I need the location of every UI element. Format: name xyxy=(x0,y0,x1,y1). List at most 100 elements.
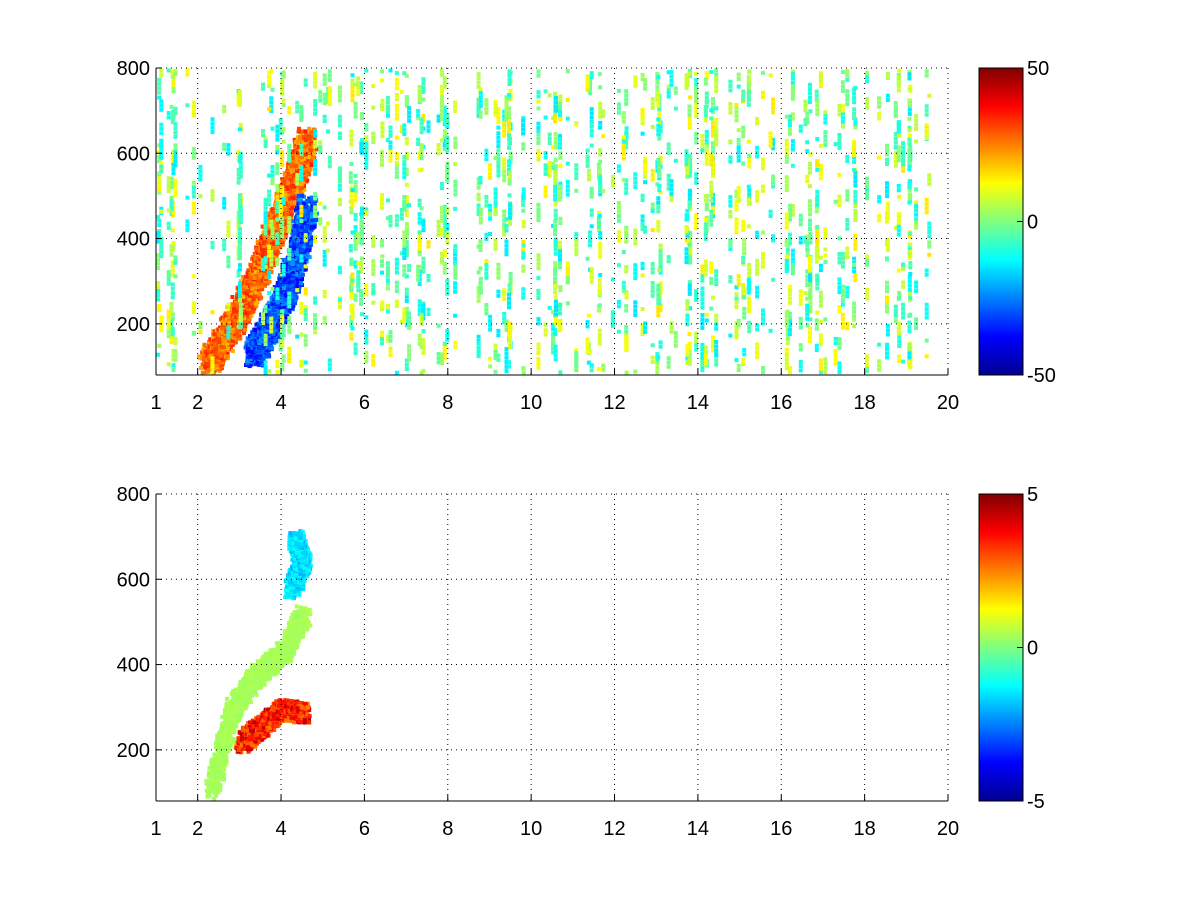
heatmap-cell xyxy=(287,280,292,285)
heatmap-cell xyxy=(241,275,246,279)
heatmap-cell xyxy=(213,350,218,355)
heatmap-cell xyxy=(202,347,207,352)
heatmap-cell xyxy=(225,341,230,346)
heatmap-cell xyxy=(222,352,226,357)
heatmap-cell xyxy=(229,329,233,334)
heatmap-cell xyxy=(233,302,238,307)
heatmap-cell xyxy=(286,283,291,288)
heatmap-cell xyxy=(231,306,236,311)
heatmap-cell xyxy=(252,306,257,311)
heatmap-cell xyxy=(293,163,298,168)
heatmap-cell xyxy=(256,292,261,296)
heatmap-cell xyxy=(246,270,251,275)
heatmap-cell xyxy=(300,185,305,190)
heatmap-cell xyxy=(249,307,254,312)
heatmap-cell xyxy=(219,356,224,361)
heatmap-cell xyxy=(245,306,250,311)
heatmap-cell xyxy=(255,282,260,287)
heatmap-cell xyxy=(248,293,252,298)
heatmap-cell xyxy=(230,295,235,299)
heatmap-cell xyxy=(254,303,259,308)
heatmap-cell xyxy=(258,282,263,287)
heatmap-cell xyxy=(246,319,251,324)
heatmap-cell xyxy=(223,311,228,316)
heatmap-cell xyxy=(218,353,223,358)
heatmap-cell xyxy=(231,335,236,340)
heatmap-cell xyxy=(247,317,252,322)
heatmap-cell xyxy=(221,329,226,334)
heatmap-cell xyxy=(222,326,227,331)
heatmap-cell xyxy=(199,366,203,371)
heatmap-cell xyxy=(208,337,213,342)
heatmap-cells xyxy=(156,68,932,375)
heatmap-cell xyxy=(203,349,208,354)
heatmap-cell xyxy=(211,343,216,348)
heatmap-cell xyxy=(218,366,223,371)
heatmap-cell xyxy=(303,129,308,134)
heatmap-cell xyxy=(225,346,230,351)
heatmap-cell xyxy=(206,362,211,367)
heatmap-cell xyxy=(290,162,294,167)
heatmap-cell xyxy=(221,350,226,355)
heatmap-cell xyxy=(241,294,246,299)
heatmap-cell xyxy=(228,334,233,339)
heatmap-cell xyxy=(250,309,255,314)
heatmap-cell xyxy=(241,318,246,322)
heatmap-cell xyxy=(235,313,240,318)
heatmap-cell xyxy=(207,348,212,353)
heatmap-cell xyxy=(240,299,245,304)
heatmap-cell xyxy=(296,266,301,271)
heatmap-cell xyxy=(213,359,218,363)
heatmap-cell xyxy=(270,346,275,351)
heatmap-cell xyxy=(222,321,227,326)
heatmap-cell xyxy=(224,329,229,334)
heatmap-cell xyxy=(243,323,248,328)
heatmap-cell xyxy=(242,284,247,289)
heatmap-cell xyxy=(255,299,260,304)
heatmap-cell xyxy=(307,136,312,141)
heatmap-cell xyxy=(307,126,312,131)
heatmap-cell xyxy=(208,354,213,358)
heatmap-cell xyxy=(249,313,254,318)
heatmap-cell xyxy=(198,356,203,360)
heatmap-cell xyxy=(290,168,295,173)
heatmap-cell xyxy=(241,303,246,308)
heatmap-cell xyxy=(230,338,235,343)
heatmap-cell xyxy=(261,276,266,281)
heatmap-cell xyxy=(232,318,237,323)
heatmap-cell xyxy=(214,363,219,368)
heatmap-cell xyxy=(225,354,230,359)
heatmap-cell xyxy=(308,167,313,172)
heatmap-cell xyxy=(253,355,258,360)
heatmap-cell xyxy=(246,274,251,279)
heatmap-cell xyxy=(211,336,216,341)
heatmap-cell xyxy=(243,327,247,332)
heatmap-cell xyxy=(200,370,205,375)
heatmap-cell xyxy=(240,283,245,288)
heatmap-cell xyxy=(222,338,227,343)
heatmap-cell xyxy=(231,310,236,314)
heatmap-cell xyxy=(233,340,238,345)
heatmap-cell xyxy=(207,339,211,344)
heatmap-cell xyxy=(246,289,251,294)
heatmap-cell xyxy=(227,310,232,315)
heatmap-cell xyxy=(250,287,255,291)
heatmap-cell xyxy=(222,344,226,349)
heatmap-cell xyxy=(259,295,264,300)
heatmap-cell xyxy=(216,333,221,337)
heatmap-cell xyxy=(239,279,243,284)
heatmap-cell xyxy=(253,282,258,287)
heatmap-cell xyxy=(253,290,258,295)
heatmap-cell xyxy=(248,304,253,309)
heatmap-cell xyxy=(235,317,240,322)
heatmap-cell xyxy=(212,354,217,359)
heatmap-cell xyxy=(235,333,240,338)
heatmap-cell xyxy=(298,135,302,140)
heatmap-cell xyxy=(232,323,237,328)
heatmap-cell xyxy=(247,296,252,301)
heatmap-cell xyxy=(259,278,264,283)
heatmap-cell xyxy=(220,335,225,339)
heatmap-cell xyxy=(300,264,304,269)
